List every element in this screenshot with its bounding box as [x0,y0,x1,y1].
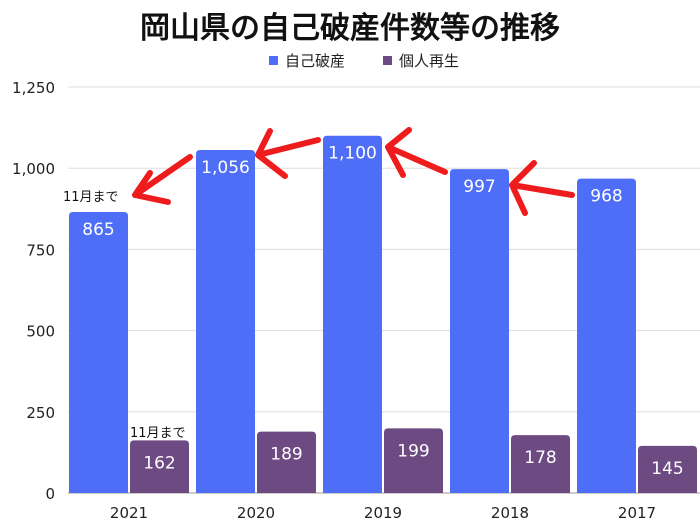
annotation-bankruptcy-2021: 11月まで [63,190,119,205]
chart-title: 岡山県の自己破産件数等の推移 [140,11,560,46]
rehab-bar-2021 [130,440,189,493]
red-arrow-annotation [385,127,448,178]
y-tick-label: 1,250 [12,79,55,97]
data-label: 865 [82,220,114,240]
rehab-bar-2020 [257,431,316,493]
bankruptcy-bar-2020 [196,150,255,493]
legend-label-rehabilitation: 個人再生 [399,52,459,70]
y-tick-label: 1,000 [12,160,55,178]
legend: 自己破産 個人再生 [269,52,459,70]
red-arrow-annotation [509,160,575,216]
legend-swatch-rehabilitation [383,56,392,65]
data-label: 199 [397,441,429,461]
y-tick-label: 0 [45,485,55,503]
x-tick-label: 2020 [237,504,275,522]
legend-swatch-bankruptcy [269,56,278,65]
data-label: 968 [590,187,622,207]
data-label: 1,056 [201,158,250,178]
data-label: 178 [524,448,556,468]
red-arrow-annotation [132,154,193,205]
legend-label-bankruptcy: 自己破産 [285,52,345,70]
x-tick-label: 2018 [491,504,529,522]
y-tick-label: 250 [26,404,55,422]
data-label: 997 [463,177,495,197]
rehab-bar-2018 [511,435,570,493]
bankruptcy-bar-2021 [69,212,128,493]
data-label: 162 [143,453,175,473]
data-label: 1,100 [328,144,377,164]
red-arrow-annotation [255,128,321,179]
data-label: 145 [651,459,683,479]
data-label: 189 [270,445,302,465]
x-tick-label: 2021 [110,504,148,522]
bankruptcy-bar-2017 [577,178,636,493]
annotation-rehab-2021: 11月まで [130,426,186,441]
bankruptcy-bar-2019 [323,135,382,493]
rehab-bar-2017 [638,445,697,493]
bankruptcy-bar-2018 [450,169,509,494]
y-tick-label: 500 [26,323,55,341]
x-tick-label: 2017 [618,504,656,522]
x-tick-label: 2019 [364,504,402,522]
y-tick-label: 750 [26,241,55,259]
rehab-bar-2019 [384,428,443,493]
